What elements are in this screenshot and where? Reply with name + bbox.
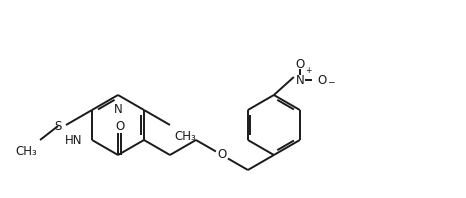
Text: HN: HN (64, 133, 82, 147)
Text: O: O (295, 57, 304, 70)
Text: −: − (327, 77, 335, 87)
Text: N: N (295, 73, 304, 87)
Text: CH₃: CH₃ (174, 130, 196, 143)
Text: CH₃: CH₃ (15, 145, 37, 158)
Text: S: S (55, 121, 62, 133)
Text: +: + (305, 66, 311, 75)
Text: O: O (318, 73, 327, 87)
Text: O: O (115, 120, 124, 132)
Text: N: N (114, 103, 123, 116)
Text: O: O (217, 148, 226, 162)
